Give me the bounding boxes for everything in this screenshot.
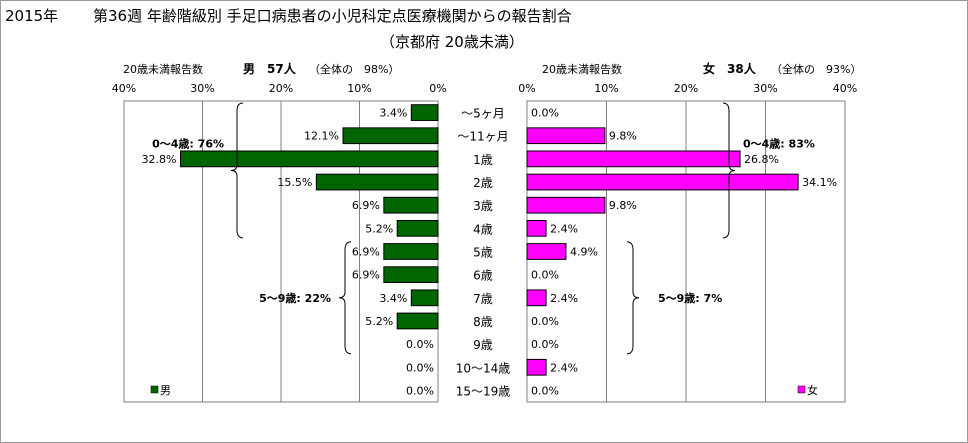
male-data-label: 6.9%: [352, 199, 380, 212]
male-data-label: 3.4%: [379, 107, 407, 120]
male-legend-label: 男: [160, 384, 171, 397]
female-bar: [526, 358, 547, 376]
female-data-label: 0.0%: [531, 315, 559, 328]
male-data-label: 0.0%: [406, 361, 434, 374]
male-data-label: 0.0%: [406, 338, 434, 351]
female-x-tick-label: 30%: [753, 82, 777, 95]
male-data-label: 3.4%: [379, 292, 407, 305]
male-plot-area: 40% 30% 20% 10% 0% 3.4% 12.1% 32.8% 15.5% 6.9% 5.2…: [112, 82, 447, 403]
male-bar: [383, 243, 439, 260]
female-group-label: 0～4歳: 83%: [743, 136, 815, 150]
category-label: ～11ヶ月: [457, 130, 508, 144]
female-data-label: 2.4%: [550, 361, 578, 374]
chart-title: 第36週 年齢階級別 手足口病患者の小児科定点医療機関からの報告割合: [93, 7, 572, 25]
male-group-label: 5～9歳: 22%: [259, 291, 331, 305]
female-data-label: 9.8%: [609, 199, 637, 212]
male-bar: [410, 289, 439, 307]
female-data-label: 34.1%: [802, 176, 837, 189]
female-bar: [526, 243, 567, 260]
female-data-label: 2.4%: [550, 222, 578, 235]
category-label: 9歳: [473, 338, 493, 352]
category-label: 7歳: [473, 292, 493, 306]
male-bar: [383, 266, 439, 284]
category-label: 2歳: [473, 176, 493, 190]
female-header-label: 20歳未満報告数: [542, 63, 622, 76]
male-data-label: 5.2%: [365, 315, 393, 328]
female-data-label: 0.0%: [531, 384, 559, 397]
male-group-brace: [338, 241, 352, 355]
female-bar: [526, 150, 741, 168]
male-data-label: 12.1%: [304, 130, 339, 143]
category-label: ～5ヶ月: [461, 107, 505, 121]
male-x-tick-label: 10%: [347, 82, 371, 95]
male-x-tick-label: 20%: [269, 82, 293, 95]
category-labels: ～5ヶ月 ～11ヶ月 1歳 2歳 3歳 4歳 5歳 6歳 7歳 8歳 9歳 10～14歳 15～19歳: [456, 107, 511, 399]
male-data-label: 5.2%: [365, 222, 393, 235]
female-bar: [526, 196, 606, 214]
male-bar: [383, 196, 439, 214]
male-bar: [396, 219, 439, 237]
female-x-tick-label: 0%: [518, 82, 535, 95]
male-bar: [342, 127, 439, 145]
male-bar: [410, 104, 439, 121]
female-data-label: 0.0%: [531, 107, 559, 120]
female-x-tick-label: 10%: [594, 82, 618, 95]
female-data-label: 26.8%: [744, 153, 779, 166]
male-data-label: 0.0%: [406, 384, 434, 397]
category-label: 3歳: [473, 199, 493, 213]
female-x-tick-label: 20%: [674, 82, 698, 95]
male-x-tick-label: 0%: [429, 82, 446, 95]
category-label: 4歳: [473, 222, 493, 236]
male-data-label: 32.8%: [142, 153, 177, 166]
chart-year: 2015年: [5, 7, 58, 25]
female-bar: [526, 289, 547, 307]
category-label: 15～19歳: [456, 384, 511, 398]
female-legend-swatch: [797, 385, 806, 394]
male-bar: [315, 173, 439, 191]
female-group-brace: [626, 241, 640, 355]
category-label: 6歳: [473, 269, 493, 283]
male-header-count: 男 57人: [243, 61, 297, 76]
male-header-share: （全体の 98%）: [309, 62, 399, 76]
female-header-share: （全体の 93%）: [771, 62, 861, 76]
female-plot-area: 0% 10% 20% 30% 40% 0.0% 9.8% 26.8% 34.1% 9.8% 2.4%…: [518, 82, 857, 403]
female-bar: [526, 173, 799, 191]
male-x-tick-label: 30%: [190, 82, 214, 95]
male-group-brace: [230, 102, 244, 239]
male-data-label: 6.9%: [352, 246, 380, 259]
category-label: 1歳: [473, 153, 493, 167]
female-bar: [526, 219, 547, 237]
female-x-tick-label: 40%: [833, 82, 857, 95]
male-x-tick-label: 40%: [112, 82, 136, 95]
male-header-label: 20歳未満報告数: [123, 63, 203, 76]
female-data-label: 0.0%: [531, 269, 559, 282]
female-data-label: 0.0%: [531, 338, 559, 351]
female-group-brace: [722, 102, 736, 239]
male-group-label: 0～4歳: 76%: [152, 136, 224, 150]
female-header-count: 女 38人: [703, 61, 757, 76]
female-bar: [526, 127, 606, 145]
male-data-label: 15.5%: [277, 176, 312, 189]
male-bar: [180, 150, 439, 168]
female-data-label: 2.4%: [550, 292, 578, 305]
category-label: 8歳: [473, 315, 493, 329]
category-label: 10～14歳: [456, 361, 511, 375]
female-data-label: 9.8%: [609, 130, 637, 143]
male-data-label: 6.9%: [352, 269, 380, 282]
male-bar: [396, 312, 439, 330]
male-legend-swatch: [150, 385, 159, 394]
female-group-label: 5～9歳: 7%: [658, 291, 722, 305]
female-legend-label: 女: [807, 383, 818, 397]
chart-subtitle: （京都府 20歳未満）: [380, 33, 524, 51]
female-data-label: 4.9%: [570, 246, 598, 259]
category-label: 5歳: [473, 246, 493, 260]
